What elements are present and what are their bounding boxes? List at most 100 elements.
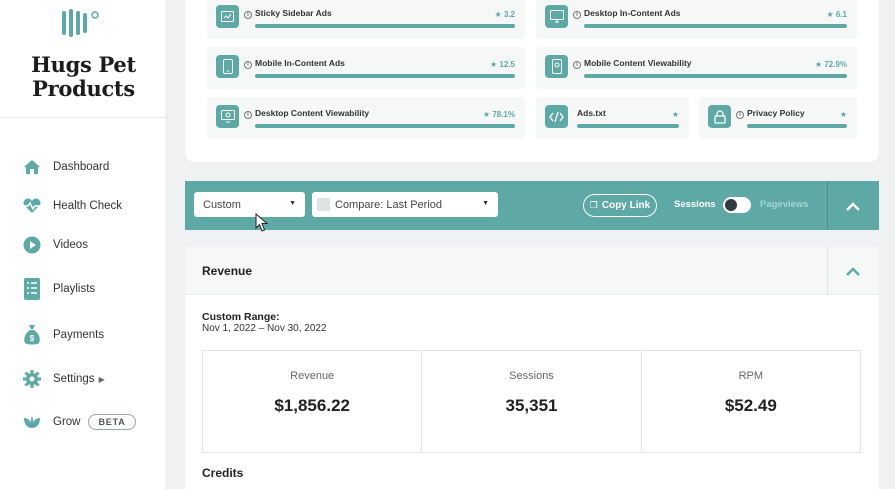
dropdown-arrow-icon: ▼ [289, 200, 296, 207]
lock-icon [708, 105, 731, 128]
nav-label: Videos [53, 239, 88, 251]
play-icon [22, 235, 42, 255]
sidebar-ad-icon [216, 5, 239, 28]
metric-sessions: Sessions 35,351 [422, 351, 642, 452]
home-icon [22, 157, 42, 177]
list-icon [22, 278, 42, 300]
info-icon[interactable]: i [244, 111, 252, 119]
chevron-up-icon [846, 201, 860, 211]
money-bag-icon: $ [22, 325, 42, 345]
date-range-select[interactable]: Custom ▼ [194, 192, 305, 217]
nav-label: Dashboard [53, 161, 110, 173]
nav-item-dashboard[interactable]: Dashboard [22, 155, 109, 179]
beta-badge: BETA [88, 414, 136, 430]
dropdown-arrow-icon: ▼ [482, 200, 489, 207]
sprout-icon [22, 412, 42, 432]
divider [827, 181, 828, 230]
check-ads-txt[interactable]: Ads.txt ★ [536, 97, 689, 139]
credits-heading: Credits [202, 466, 244, 480]
metric-value: $52.49 [724, 396, 777, 415]
metrics-grid: Revenue $1,856.22 Sessions 35,351 RPM $5… [202, 350, 861, 453]
toggle-knob [725, 199, 737, 211]
check-mobile-in-content-ads[interactable]: i Mobile In-Content Ads ★ 12.5 [207, 47, 525, 89]
check-score: ★ 12.5 [490, 60, 515, 69]
caret-right-icon: ▶ [98, 374, 105, 384]
sidebar-divider [0, 117, 167, 118]
revenue-header: Revenue [185, 247, 879, 295]
desktop-view-icon [216, 105, 239, 128]
ad-checks-card: i Sticky Sidebar Ads ★ 3.2 i Desktop In-… [185, 0, 879, 162]
check-title: Privacy Policy [747, 108, 805, 118]
revenue-title: Revenue [202, 264, 253, 278]
mobile-view-icon [545, 55, 568, 78]
mouse-cursor-icon [255, 213, 269, 232]
check-sticky-sidebar-ads[interactable]: i Sticky Sidebar Ads ★ 3.2 [207, 0, 525, 39]
desktop-icon [545, 5, 568, 28]
collapse-filter-button[interactable] [838, 194, 868, 218]
metric-rpm: RPM $52.49 [642, 351, 860, 452]
nav-item-health-check[interactable]: Health Check [22, 194, 122, 218]
check-score: ★ 6.1 [826, 10, 847, 19]
check-mobile-content-viewability[interactable]: i Mobile Content Viewability ★ 72.9% [536, 47, 857, 89]
check-score: ★ 78.1% [482, 110, 515, 119]
nav-item-grow[interactable]: Grow BETA [22, 410, 136, 434]
metric-value: 35,351 [505, 396, 558, 415]
nav-item-settings[interactable]: Settings ▶ [22, 367, 105, 391]
check-progress-bar [255, 124, 515, 128]
heartbeat-icon [22, 196, 42, 216]
nav-label: Settings [53, 373, 95, 385]
metric-revenue: Revenue $1,856.22 [203, 351, 423, 452]
check-title: Sticky Sidebar Ads [255, 8, 332, 18]
copy-icon: ❐ [589, 200, 598, 210]
info-icon[interactable]: i [244, 11, 252, 19]
custom-range-label: Custom Range: [202, 311, 280, 323]
sidebar: Hugs Pet Products Dashboard Health Check… [0, 0, 167, 489]
check-score: ★ [671, 110, 679, 119]
metric-label: Sessions [509, 370, 554, 382]
svg-text:$: $ [30, 334, 35, 343]
color-swatch [317, 198, 330, 211]
revenue-card: Revenue Custom Range: Nov 1, 2022 – Nov … [185, 247, 879, 489]
nav-item-videos[interactable]: Videos [22, 233, 88, 257]
chevron-up-icon [846, 266, 860, 276]
copy-link-button[interactable]: ❐ Copy Link [583, 194, 657, 217]
info-icon[interactable]: i [736, 111, 744, 119]
nav-item-playlists[interactable]: Playlists [22, 277, 95, 301]
compare-select[interactable]: Compare: Last Period ▼ [312, 192, 498, 217]
nav-label: Playlists [53, 283, 96, 295]
check-title: Mobile In-Content Ads [255, 58, 345, 68]
toggle-label-sessions: Sessions [674, 199, 716, 210]
metric-label: RPM [738, 370, 764, 382]
metric-label: Revenue [290, 370, 335, 382]
check-progress-bar [255, 74, 515, 78]
check-title: Mobile Content Viewability [584, 58, 692, 68]
check-desktop-content-viewability[interactable]: i Desktop Content Viewability ★ 78.1% [207, 97, 525, 139]
collapse-revenue-button[interactable] [840, 261, 866, 281]
compare-value: Compare: Last Period [335, 198, 442, 211]
info-icon[interactable]: i [573, 61, 581, 69]
check-title: Ads.txt [577, 108, 606, 118]
nav-label: Health Check [53, 200, 123, 212]
sessions-pageviews-toggle[interactable] [723, 197, 751, 213]
check-title: Desktop In-Content Ads [584, 8, 681, 18]
nav-label: Payments [53, 329, 105, 341]
check-progress-bar [584, 74, 847, 78]
info-icon[interactable]: i [573, 11, 581, 19]
custom-range-value: Nov 1, 2022 – Nov 30, 2022 [202, 323, 327, 334]
nav-item-payments[interactable]: $ Payments [22, 323, 104, 347]
brand-name: Hugs Pet Products [31, 52, 136, 101]
check-title: Desktop Content Viewability [255, 108, 370, 118]
nav-label: Grow [53, 416, 81, 428]
check-privacy-policy[interactable]: i Privacy Policy ★ [699, 97, 857, 139]
code-icon [545, 105, 568, 128]
check-progress-bar [584, 24, 847, 28]
logo-icon [62, 9, 99, 37]
mobile-icon [216, 55, 239, 78]
check-score: ★ 3.2 [494, 10, 515, 19]
date-range-value: Custom [203, 198, 241, 211]
info-icon[interactable]: i [244, 61, 252, 69]
check-desktop-in-content-ads[interactable]: i Desktop In-Content Ads ★ 6.1 [536, 0, 857, 39]
toggle-label-pageviews: Pageviews [760, 199, 809, 210]
check-score: ★ [839, 110, 847, 119]
check-score: ★ 72.9% [814, 60, 847, 69]
